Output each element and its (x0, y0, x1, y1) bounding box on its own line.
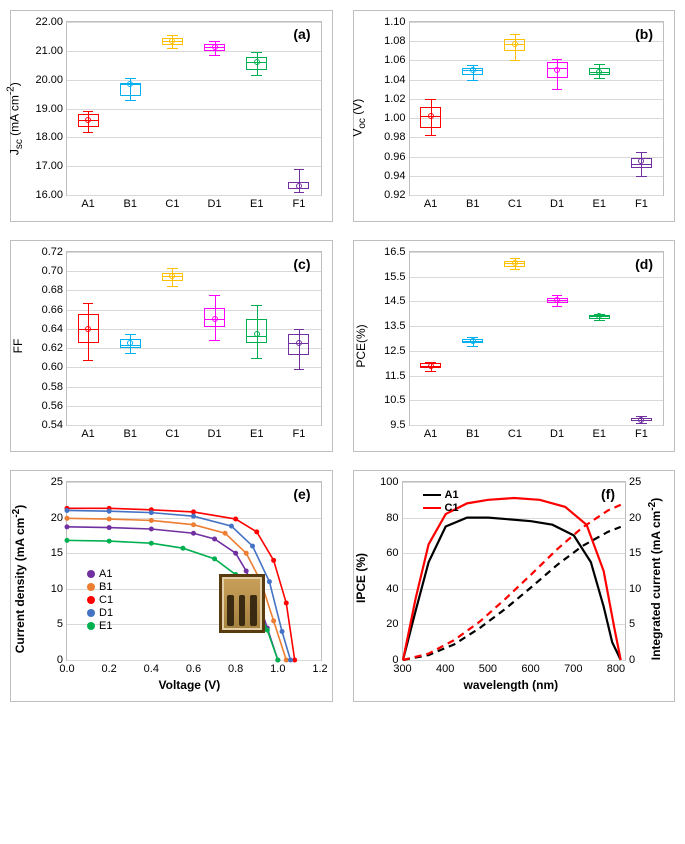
panel-f: 0204060801000510152025300400500600700800… (353, 470, 676, 702)
panel-a: 16.0017.0018.0019.0020.0021.0022.00A1B1C… (10, 10, 333, 222)
panel-e: 05101520250.00.20.40.60.81.01.2Current d… (10, 470, 333, 702)
panel-b: 0.920.940.960.981.001.021.041.061.081.10… (353, 10, 676, 222)
figure-grid: 16.0017.0018.0019.0020.0021.0022.00A1B1C… (10, 10, 675, 702)
panel-c: 0.540.560.580.600.620.640.660.680.700.72… (10, 240, 333, 452)
panel-d: 9.510.511.512.513.514.515.516.5A1B1C1D1E… (353, 240, 676, 452)
